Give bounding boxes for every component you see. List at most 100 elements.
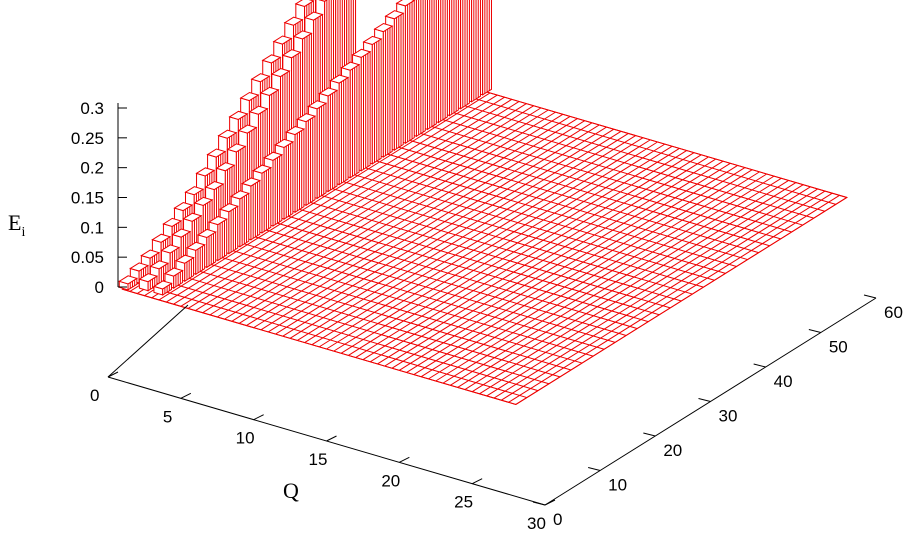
bar-top	[229, 190, 250, 200]
bar-top	[303, 11, 324, 21]
bar-top	[138, 273, 159, 283]
i-tick-mark	[808, 329, 821, 333]
q-tick-mark	[471, 478, 483, 485]
bar-top	[274, 138, 295, 148]
bar-top	[207, 216, 228, 226]
bar-top	[248, 105, 269, 115]
i-tick-label: 20	[663, 441, 682, 460]
q-tick-label: 20	[381, 471, 400, 490]
bar-top	[237, 124, 258, 134]
floor-hatch	[354, 143, 748, 261]
floor-hatch	[133, 281, 528, 399]
bar-top	[174, 254, 195, 264]
x-axis-title: Q	[283, 478, 299, 503]
bar-top	[395, 0, 416, 7]
bar-top	[171, 228, 192, 238]
floor-hatch	[199, 240, 594, 357]
floor-hatch	[232, 219, 627, 336]
floor-hatch	[398, 116, 792, 233]
bar-top	[206, 148, 227, 158]
bar-top	[162, 217, 183, 227]
i-tick-mark	[532, 501, 546, 506]
e-tick-label: 0.2	[80, 159, 104, 178]
floor-hatch	[276, 192, 671, 309]
floor-hatch	[177, 254, 572, 371]
floor-hatch	[188, 247, 583, 364]
i-tick-label: 50	[829, 338, 848, 357]
i-tick-label: 30	[719, 407, 738, 426]
bar-top	[270, 67, 291, 78]
floor-hatch	[210, 233, 605, 350]
chart-bars	[118, 0, 492, 296]
bar-top	[184, 186, 205, 196]
i-tick-label: 60	[884, 303, 903, 322]
bar-top	[185, 241, 206, 251]
floor-hatch	[453, 81, 848, 198]
i-tick-label: 40	[774, 372, 793, 391]
bar-top	[373, 23, 394, 33]
bar-top	[151, 233, 172, 243]
floor-hatch	[265, 199, 660, 316]
bar-top	[384, 10, 405, 20]
i-tick-label: 0	[553, 510, 562, 529]
bar-top	[215, 162, 236, 172]
q-tick-label: 0	[90, 386, 99, 405]
bar-top	[218, 203, 239, 213]
floor-hatch	[343, 150, 737, 267]
bar-top	[160, 244, 181, 254]
bar-top	[259, 86, 280, 96]
q-tick-mark	[399, 456, 410, 463]
i-tick-mark	[698, 398, 711, 402]
floor-hatch	[387, 123, 781, 240]
bar-top	[129, 262, 150, 272]
bar-top	[152, 280, 173, 290]
floor-hatch	[309, 171, 704, 288]
floor-hatch	[321, 164, 715, 281]
bar-top	[329, 74, 350, 84]
bar-top	[318, 0, 328, 2]
e-tick-label: 0.3	[80, 99, 104, 118]
bar-top	[281, 49, 302, 59]
bar-top	[228, 110, 249, 120]
z-axis-title: Ei	[8, 210, 25, 240]
bar-top	[226, 143, 247, 153]
bar-top	[362, 35, 383, 46]
q-tick-label: 10	[236, 429, 255, 448]
bar-top	[204, 180, 225, 191]
i-tick-mark	[588, 467, 601, 471]
floor-hatch	[254, 205, 649, 323]
bar-top	[285, 125, 306, 136]
e-tick-label: 0.15	[71, 189, 104, 208]
floor-hatch	[376, 130, 770, 247]
bar-top	[182, 212, 203, 222]
q-tick-label: 15	[309, 450, 328, 469]
q-tick-mark	[253, 414, 264, 421]
floor-hatch	[221, 226, 616, 343]
e-tick-label: 0.1	[80, 218, 104, 237]
floor-hatch	[442, 88, 836, 205]
bar-top	[283, 16, 304, 26]
bar-top	[351, 48, 372, 58]
bar-top	[261, 54, 282, 64]
bar-top	[294, 0, 315, 7]
q-tick-label: 30	[527, 514, 546, 533]
z-axis-title-main: E	[8, 210, 21, 235]
floor-hatch	[243, 212, 638, 330]
i-tick-mark	[643, 432, 656, 437]
i-tick-mark	[753, 363, 766, 368]
floor-hatch	[431, 95, 825, 212]
floor-hatch	[122, 288, 517, 405]
floor-hatch	[409, 109, 803, 226]
q-tick-label: 5	[163, 407, 172, 426]
bar-top	[340, 61, 361, 71]
bar-top	[272, 35, 293, 45]
q-tick-mark	[107, 371, 119, 378]
e-tick-label: 0.25	[71, 129, 104, 148]
floor-grid	[121, 81, 849, 406]
bar-top	[239, 91, 260, 102]
q-tick-label: 25	[454, 493, 473, 512]
q-tick-mark	[544, 499, 556, 506]
bar-top	[252, 164, 273, 174]
bar-top	[292, 30, 313, 40]
floor-hatch	[332, 157, 726, 274]
